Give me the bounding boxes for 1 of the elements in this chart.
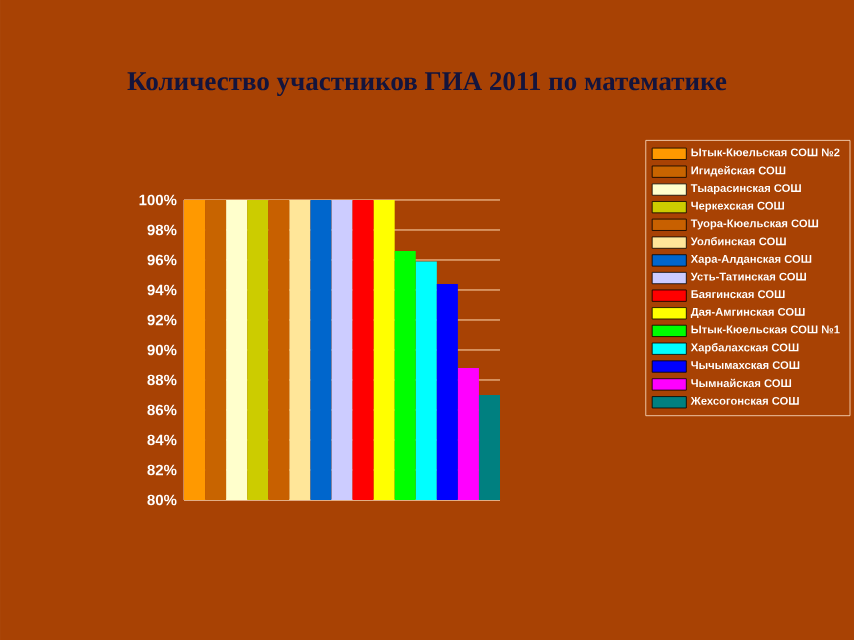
chart-title: Количество участников ГИА 2011 по математике bbox=[127, 72, 727, 96]
